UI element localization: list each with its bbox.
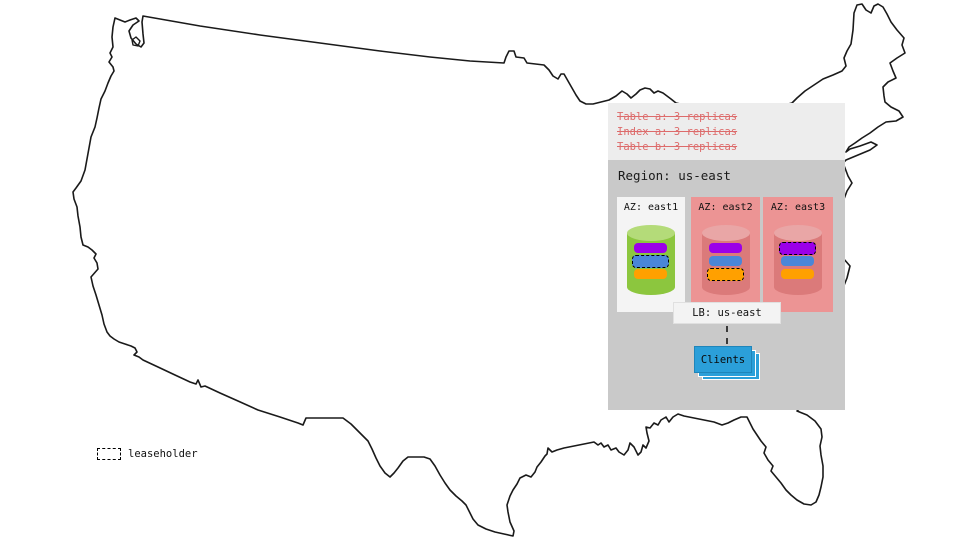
load-balancer-box: LB: us-east bbox=[673, 302, 781, 324]
replica-bar-purple bbox=[708, 243, 742, 253]
cyl-top bbox=[774, 225, 822, 241]
schema-line-table-a: Table a: 3 replicas bbox=[617, 111, 738, 123]
schema-line-table-b: Table b: 3 replicas bbox=[617, 141, 738, 153]
legend: leaseholder bbox=[97, 448, 198, 460]
az-label: AZ: east3 bbox=[770, 202, 826, 213]
cyl-top bbox=[701, 225, 750, 241]
puget-sound-island bbox=[131, 36, 141, 47]
replica-bar-blue bbox=[708, 256, 742, 266]
az-label: AZ: east2 bbox=[698, 202, 753, 213]
az-box-east1: AZ: east1 bbox=[617, 197, 685, 312]
leaseholder-swatch-icon bbox=[97, 448, 121, 460]
replica-bar-orange bbox=[634, 269, 667, 279]
cyl-top bbox=[627, 225, 675, 241]
database-cylinder-icon bbox=[627, 225, 675, 295]
clients-box: Clients bbox=[694, 346, 752, 373]
az-label: AZ: east1 bbox=[623, 202, 679, 213]
region-panel-us-east: Region: us-east AZ: east1 AZ: east2 AZ: ea… bbox=[608, 160, 845, 410]
replica-bar-orange-leaseholder bbox=[706, 268, 744, 281]
schema-line-index-a: Index a: 3 replicas bbox=[617, 126, 738, 138]
replica-bar-orange bbox=[781, 269, 814, 279]
az-row: AZ: east1 AZ: east2 AZ: east3 bbox=[617, 197, 835, 312]
replica-bar-blue bbox=[781, 256, 814, 266]
replica-bar-purple-leaseholder bbox=[779, 242, 816, 255]
replica-bar-blue-leaseholder bbox=[632, 255, 669, 268]
az-box-east3: AZ: east3 bbox=[763, 197, 833, 312]
lb-clients-connector bbox=[726, 326, 728, 344]
az-box-east2: AZ: east2 bbox=[691, 197, 760, 312]
load-balancer-label: LB: us-east bbox=[692, 307, 762, 319]
schema-panel: Table a: 3 replicas Index a: 3 replicas … bbox=[608, 103, 845, 160]
replica-bar-purple bbox=[634, 243, 667, 253]
legend-label: leaseholder bbox=[128, 448, 198, 460]
clients-stack: Clients bbox=[694, 346, 764, 384]
database-cylinder-icon bbox=[701, 225, 750, 295]
database-cylinder-icon bbox=[774, 225, 822, 295]
us-map-outline bbox=[72, 3, 906, 537]
region-title: Region: us-east bbox=[618, 168, 731, 183]
clients-label: Clients bbox=[700, 353, 746, 366]
